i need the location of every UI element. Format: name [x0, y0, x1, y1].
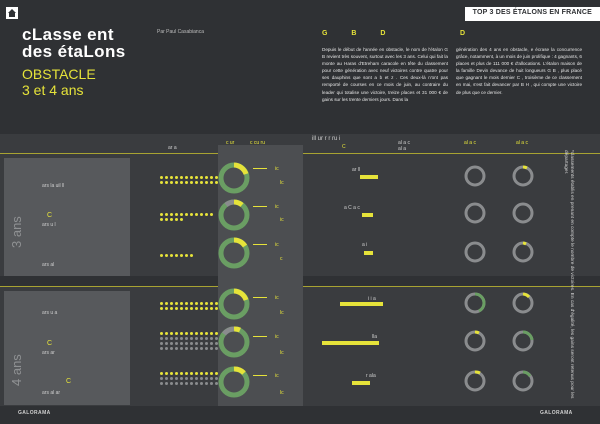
bar-4-2 [322, 341, 379, 345]
footer-logo-left: GALORAMA [18, 410, 51, 416]
page-title-line1: cLasse ent [22, 25, 114, 44]
connector-3-3 [253, 244, 267, 245]
subtitle-discipline: OBSTACLE [22, 66, 96, 82]
bar-3-2 [362, 213, 373, 217]
row-4-1-name: ars u a [42, 310, 58, 316]
ring-c5-r1 [512, 165, 534, 187]
connector-4-1 [253, 297, 267, 298]
age-panel-4ans [4, 291, 130, 405]
ring-label-4-3b: lc [280, 390, 284, 396]
connector-3-2 [253, 206, 267, 207]
bar-label-3-3: a i [362, 242, 368, 248]
bar-label-4-1: i i a [368, 296, 376, 302]
article-kicker: G B D [322, 30, 386, 37]
bar-3-1 [360, 175, 378, 179]
row-4-3-name: ars al ar [42, 390, 61, 396]
row-4-2-name: ars ar [42, 350, 55, 356]
big-ring-4-1 [218, 288, 250, 320]
ring-label-3-3: ic [275, 242, 279, 248]
article-kicker-right: D [460, 30, 466, 37]
ring-c5-r3 [512, 241, 534, 263]
ring-c4-r3 [464, 241, 486, 263]
ring-c4-r5 [464, 330, 486, 352]
row-4-3-initial: C [66, 378, 72, 385]
column-header-5b: al a c [516, 140, 528, 146]
row-3-2-name: ars u l [42, 222, 56, 228]
ring-label-3-2: ic [275, 204, 279, 210]
ring-label-4-2: ic [275, 334, 279, 340]
big-ring-3-2 [218, 199, 250, 231]
column-header-4b: al a [398, 146, 407, 152]
dots-row-4-2 [160, 332, 218, 350]
big-ring-4-3 [218, 366, 250, 398]
big-ring-4-2 [218, 326, 250, 358]
column-header-3b: C [342, 144, 346, 150]
dots-row-4-3 [160, 372, 218, 385]
dots-row-3-3 [160, 254, 193, 257]
side-footnote: *classements établis en prenant en compt… [563, 150, 574, 399]
bar-label-4-3: r ala [366, 373, 376, 379]
row-3-1-name: ars la uil ll [42, 183, 65, 189]
dots-row-3-1 [160, 176, 218, 184]
ring-c4-r1 [464, 165, 486, 187]
ring-label-4-1: ic [275, 295, 279, 301]
column-header-2b: c cu ru [250, 140, 266, 146]
bar-3-3 [364, 251, 373, 255]
bar-4-3 [352, 381, 370, 385]
section-tag: TOP 3 DES ÉTALONS EN FRANCE [464, 7, 600, 21]
big-rings-svg [218, 162, 250, 398]
bar-label-4-2: lla [372, 334, 378, 340]
footer-logo-right: GALORAMA [540, 410, 573, 416]
author-byline: Par Paul Casabianca [157, 29, 204, 35]
age-panel-3ans [4, 158, 130, 276]
ring-c4-r6 [464, 370, 486, 392]
column-header-4a: al a c [398, 140, 410, 146]
row-4-2-initial: C [47, 340, 53, 347]
column-header-1: ar a [168, 145, 177, 151]
connector-3-1 [253, 168, 267, 169]
big-ring-3-1 [218, 162, 250, 194]
row-3-3-name: ars al [42, 262, 55, 268]
article-column-left: Depuis le début de l'année en obstacle, … [322, 47, 448, 102]
dots-row-4-1 [160, 302, 218, 310]
ring-label-3-1: ic [275, 166, 279, 172]
age-label-3ans: 3 ans [9, 216, 24, 248]
ring-label-3-3b: c [280, 256, 283, 262]
column-header-3a: ill ur r r ru i [312, 136, 341, 142]
home-icon[interactable] [6, 7, 18, 19]
ring-label-3-1b: lc [280, 180, 284, 186]
dots-row-3-2 [160, 213, 213, 221]
row-3-2-initial: C [47, 212, 53, 219]
bar-label-3-1: ar ll [352, 167, 361, 173]
age-label-4ans: 4 ans [9, 354, 24, 386]
subtitle-ages: 3 et 4 ans [22, 82, 84, 98]
column-header-2a: c ur [226, 140, 235, 146]
small-rings-svg [464, 165, 534, 392]
big-ring-3-3 [218, 237, 250, 269]
ring-c5-r2 [512, 202, 534, 224]
ring-label-4-3: ic [275, 373, 279, 379]
bar-4-1 [340, 302, 384, 306]
column-header-5a: al a c [464, 140, 476, 146]
bar-label-3-2: a C a c [344, 205, 360, 211]
connector-4-3 [253, 375, 267, 376]
connector-4-2 [253, 336, 267, 337]
ring-label-4-1b: lc [280, 310, 284, 316]
ring-label-4-2b: lc [280, 350, 284, 356]
page-title-line2: des étaLons [22, 42, 126, 61]
ring-label-3-2b: ic [280, 217, 284, 223]
article-column-right: génération des 4 ans en obstacle, e écra… [456, 47, 582, 95]
ring-c4-r2 [464, 202, 486, 224]
